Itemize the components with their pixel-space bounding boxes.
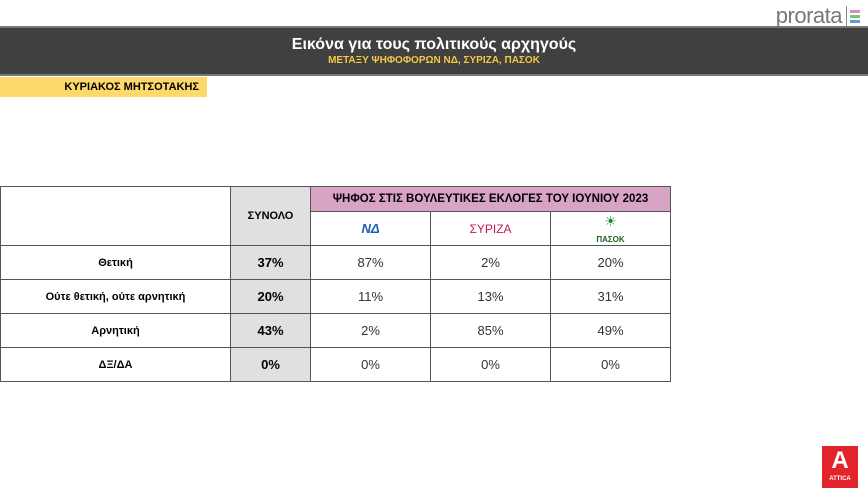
cell: 87% bbox=[310, 245, 431, 280]
page-subtitle: ΜΕΤΑΞΥ ΨΗΦΟΦΟΡΩΝ ΝΔ, ΣΥΡΙΖΑ, ΠΑΣΟΚ bbox=[328, 55, 540, 66]
leader-label: ΚΥΡΙΑΚΟΣ ΜΗΤΣΟΤΑΚΗΣ bbox=[0, 77, 207, 97]
table-row: Θετική 37% 87% 2% 20% bbox=[0, 245, 671, 280]
cell: 20% bbox=[550, 245, 671, 280]
row-label: ΔΞ/ΔΑ bbox=[0, 347, 231, 382]
cell: 85% bbox=[430, 313, 551, 348]
nd-logo-icon: ΝΔ bbox=[361, 221, 380, 236]
cell: 2% bbox=[430, 245, 551, 280]
cell: 0% bbox=[550, 347, 671, 382]
party-pasok-logo: ☀ ΠΑΣΟΚ bbox=[550, 211, 671, 246]
cell: 0% bbox=[310, 347, 431, 382]
logo-bars-icon bbox=[846, 6, 860, 26]
row-label: Ούτε θετική, ούτε αρνητική bbox=[0, 279, 231, 314]
row-label: Αρνητική bbox=[0, 313, 231, 348]
cell: 0% bbox=[430, 347, 551, 382]
party-syriza-logo: ΣΥΡΙΖΑ bbox=[430, 211, 551, 246]
cell: 2% bbox=[310, 313, 431, 348]
total-header: ΣΥΝΟΛΟ bbox=[230, 186, 311, 246]
row-total: 43% bbox=[230, 313, 311, 348]
results-table: ΣΥΝΟΛΟ ΨΗΦΟΣ ΣΤΙΣ ΒΟΥΛΕΥΤΙΚΕΣ ΕΚΛΟΓΕΣ ΤΟ… bbox=[0, 186, 671, 382]
group-header: ΨΗΦΟΣ ΣΤΙΣ ΒΟΥΛΕΥΤΙΚΕΣ ΕΚΛΟΓΕΣ ΤΟΥ ΙΟΥΝΙ… bbox=[310, 186, 671, 212]
pasok-logo-text: ΠΑΣΟΚ bbox=[596, 234, 625, 244]
cell: 31% bbox=[550, 279, 671, 314]
attica-letter-icon: A bbox=[831, 447, 849, 474]
title-banner: Εικόνα για τους πολιτικούς αρχηγούς ΜΕΤΑ… bbox=[0, 26, 868, 76]
row-total: 20% bbox=[230, 279, 311, 314]
party-nd-logo: ΝΔ bbox=[310, 211, 431, 246]
syriza-logo-icon: ΣΥΡΙΖΑ bbox=[469, 222, 512, 236]
row-total: 37% bbox=[230, 245, 311, 280]
pasok-sun-icon: ☀ bbox=[604, 212, 617, 229]
cell: 13% bbox=[430, 279, 551, 314]
table-row: Αρνητική 43% 2% 85% 49% bbox=[0, 313, 671, 348]
row-label: Θετική bbox=[0, 245, 231, 280]
table-row: Ούτε θετική, ούτε αρνητική 20% 11% 13% 31% bbox=[0, 279, 671, 314]
table-row: ΔΞ/ΔΑ 0% 0% 0% 0% bbox=[0, 347, 671, 382]
row-total: 0% bbox=[230, 347, 311, 382]
attica-logo: A ATTICA bbox=[822, 446, 858, 488]
logo-text: prorata bbox=[775, 3, 843, 28]
cell: 11% bbox=[310, 279, 431, 314]
empty-corner bbox=[0, 186, 231, 246]
prorata-logo: prorata bbox=[776, 3, 860, 29]
page-title: Εικόνα για τους πολιτικούς αρχηγούς bbox=[291, 36, 577, 53]
attica-name: ATTICA bbox=[829, 476, 851, 482]
cell: 49% bbox=[550, 313, 671, 348]
